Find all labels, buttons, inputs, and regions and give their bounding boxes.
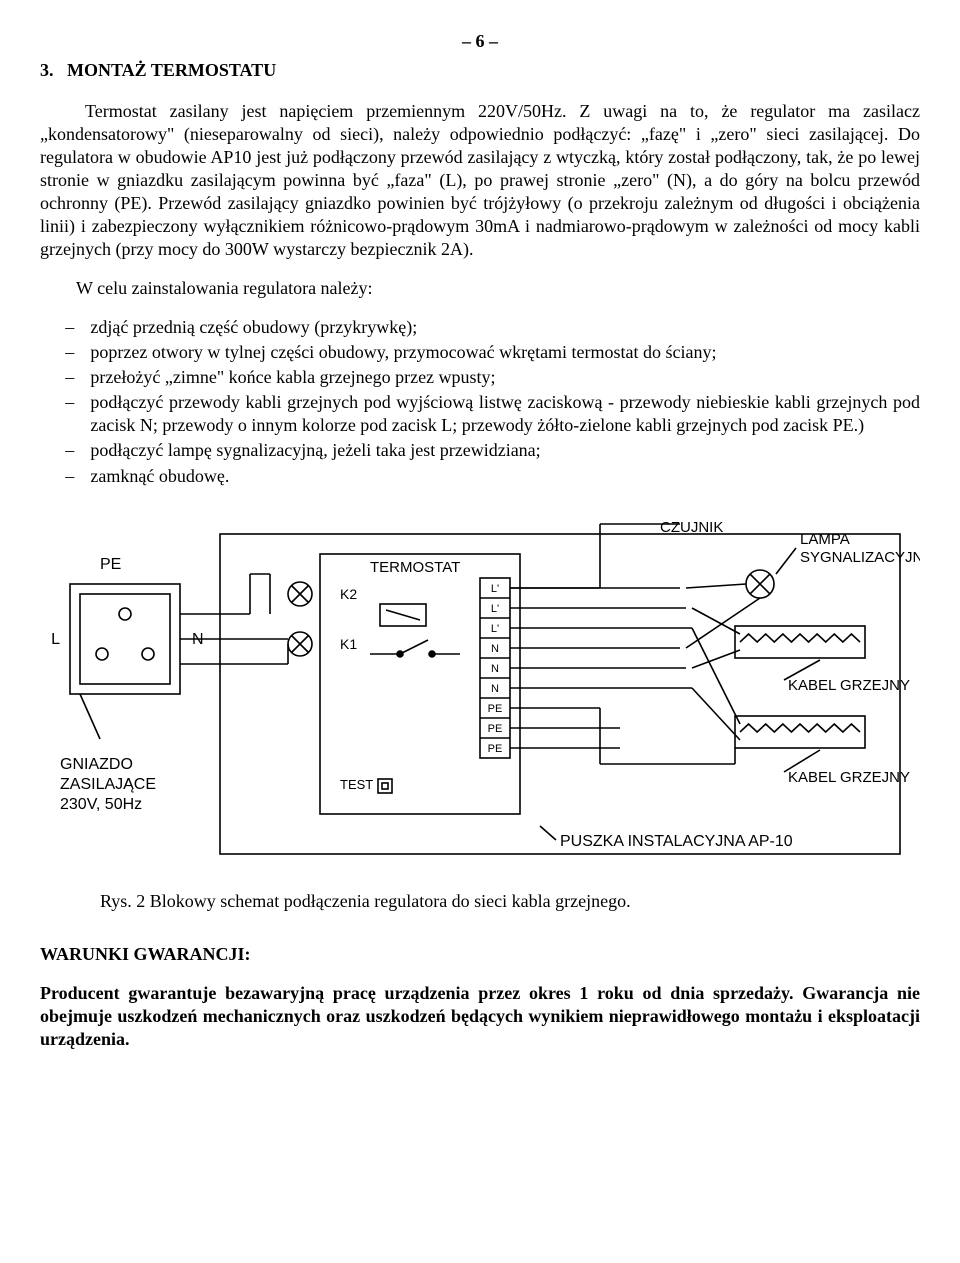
step-item: poprzez otwory w tylnej części obudowy, … xyxy=(40,341,920,364)
svg-text:PE: PE xyxy=(100,556,121,573)
step-item: podłączyć przewody kabli grzejnych pod w… xyxy=(40,391,920,437)
svg-text:KABEL GRZEJNY: KABEL GRZEJNY xyxy=(788,769,910,786)
svg-text:L: L xyxy=(51,631,60,648)
svg-text:CZUJNIK: CZUJNIK xyxy=(660,519,723,536)
section-title: MONTAŻ TERMOSTATU xyxy=(67,60,276,80)
section-number: 3. xyxy=(40,60,54,80)
svg-text:N: N xyxy=(491,643,499,655)
paragraph-lead: W celu zainstalowania regulatora należy: xyxy=(40,277,920,300)
step-item: zamknąć obudowę. xyxy=(40,465,920,488)
warranty-heading: WARUNKI GWARANCJI: xyxy=(40,943,920,966)
svg-text:SYGNALIZACYJNA: SYGNALIZACYJNA xyxy=(800,549,920,566)
step-item: przełożyć „zimne" końce kabla grzejnego … xyxy=(40,366,920,389)
page-number: – 6 – xyxy=(40,30,920,53)
svg-text:L': L' xyxy=(491,583,499,595)
svg-text:L': L' xyxy=(491,623,499,635)
wiring-diagram: L N PE GNIAZDO ZASILAJĄCE 230V, 50Hz TERMOSTAT… xyxy=(40,514,920,880)
svg-text:PE: PE xyxy=(488,723,503,735)
step-item: podłączyć lampę sygnalizacyjną, jeżeli t… xyxy=(40,439,920,462)
section-heading: 3. MONTAŻ TERMOSTATU xyxy=(40,59,920,82)
svg-text:TERMOSTAT: TERMOSTAT xyxy=(370,559,460,576)
svg-text:GNIAZDO: GNIAZDO xyxy=(60,756,133,773)
svg-text:N: N xyxy=(491,683,499,695)
svg-text:KABEL GRZEJNY: KABEL GRZEJNY xyxy=(788,677,910,694)
step-item: zdjąć przednią część obudowy (przykrywkę… xyxy=(40,316,920,339)
svg-text:PE: PE xyxy=(488,703,503,715)
install-steps: zdjąć przednią część obudowy (przykrywkę… xyxy=(40,316,920,487)
svg-text:PUSZKA INSTALACYJNA AP-10: PUSZKA INSTALACYJNA AP-10 xyxy=(560,833,793,850)
svg-text:230V, 50Hz: 230V, 50Hz xyxy=(60,796,142,813)
svg-text:K1: K1 xyxy=(340,636,357,652)
page: – 6 – 3. MONTAŻ TERMOSTATU Termostat zas… xyxy=(0,0,960,1117)
svg-text:K2: K2 xyxy=(340,586,357,602)
paragraph-intro: Termostat zasilany jest napięciem przemi… xyxy=(40,100,920,261)
svg-text:L': L' xyxy=(491,603,499,615)
figure-caption: Rys. 2 Blokowy schemat podłączenia regul… xyxy=(100,890,920,913)
svg-text:TEST: TEST xyxy=(340,777,373,792)
svg-text:ZASILAJĄCE: ZASILAJĄCE xyxy=(60,776,156,793)
svg-text:LAMPA: LAMPA xyxy=(800,531,850,548)
svg-text:N: N xyxy=(491,663,499,675)
wiring-diagram-svg: L N PE GNIAZDO ZASILAJĄCE 230V, 50Hz TERMOSTAT… xyxy=(40,514,920,874)
warranty-body: Producent gwarantuje bezawaryjną pracę u… xyxy=(40,982,920,1051)
svg-text:PE: PE xyxy=(488,743,503,755)
